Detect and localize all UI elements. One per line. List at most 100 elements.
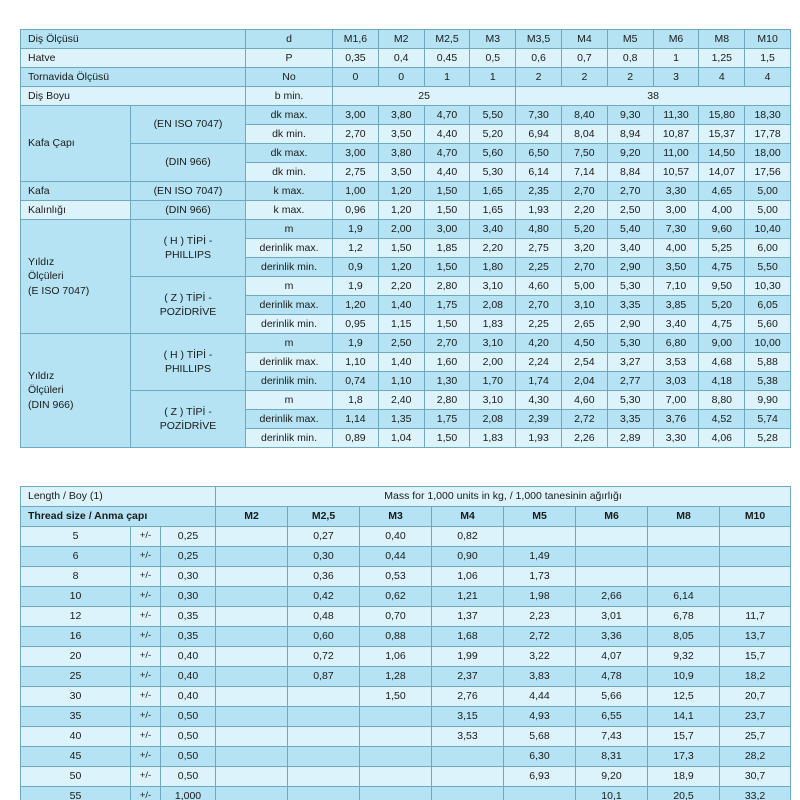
mass-value-cell: 11,7 xyxy=(718,606,792,627)
length-cell: 45 xyxy=(20,746,131,767)
value-cell: 4 xyxy=(744,67,791,87)
value-cell: 2,08 xyxy=(469,409,517,429)
plusminus-cell: +/- xyxy=(130,666,161,687)
value-cell: 5,30 xyxy=(606,333,654,353)
mass-value-cell: 14,1 xyxy=(647,706,720,727)
length-cell: 20 xyxy=(20,646,131,667)
mass-value-cell: 0,60 xyxy=(287,626,360,647)
value-cell: 10,00 xyxy=(744,333,791,353)
mass-value-cell xyxy=(359,706,432,727)
value-cell: 1,50 xyxy=(423,200,471,220)
value-cell: 6,00 xyxy=(744,238,791,258)
value-cell: 10,40 xyxy=(744,219,791,239)
plusminus-cell: +/- xyxy=(130,606,161,627)
mass-value-cell: 15,7 xyxy=(647,726,720,747)
value-cell: 3,00 xyxy=(332,105,379,125)
value-cell: 1,25 xyxy=(698,48,746,68)
plusminus-cell: +/- xyxy=(130,526,161,547)
value-cell: 1,70 xyxy=(469,371,517,391)
value-cell: 3,10 xyxy=(469,333,517,353)
tolerance-cell: 0,35 xyxy=(160,626,216,647)
value-cell: 5,20 xyxy=(561,219,608,239)
mass-value-cell: 0,87 xyxy=(287,666,360,687)
screw-dimensions-table-wrapper: Diş Ölçüsü d M1,6 M2 M2,5 M3 M3,5 M4 M5 M6 M8 M10 Ha… xyxy=(19,29,791,448)
value-cell: 11,00 xyxy=(652,143,700,163)
mass-value-cell: 3,15 xyxy=(431,706,504,727)
value-cell: 5,74 xyxy=(744,409,791,429)
plusminus-cell: +/- xyxy=(130,646,161,667)
value-cell: 4,60 xyxy=(515,276,562,296)
mass-value-cell: 1,28 xyxy=(359,666,432,687)
table-row: derinlik min. 0,9 1,20 1,50 1,80 2,25 2,70 2,90… xyxy=(21,257,791,277)
value-cell: M5 xyxy=(606,29,654,49)
length-cell: 10 xyxy=(20,586,131,607)
mass-value-cell: 7,43 xyxy=(575,726,648,747)
mass-value-cell xyxy=(718,526,792,547)
value-cell: 4,50 xyxy=(561,333,608,353)
group-label-line: PHILLIPS xyxy=(164,363,212,375)
row-symbol: derinlik max. xyxy=(245,352,334,372)
length-cell: 30 xyxy=(20,686,131,707)
value-cell: 3,10 xyxy=(469,276,517,296)
mass-value-cell: 1,73 xyxy=(503,566,576,587)
value-cell: 9,00 xyxy=(698,333,746,353)
value-cell: 9,60 xyxy=(698,219,746,239)
row-symbol: m xyxy=(245,333,334,353)
value-cell: 7,50 xyxy=(561,143,608,163)
value-cell: M8 xyxy=(698,29,746,49)
mass-value-cell: 6,93 xyxy=(503,766,576,787)
column-header: M10 xyxy=(718,506,792,527)
header-thread-size: Thread size / Anma çapı xyxy=(20,506,216,527)
value-cell: 2,20 xyxy=(561,200,608,220)
table-row: ( Z ) TİPİ - POZİDRİVE m 1,9 2,20 2,80 3,10 4,6… xyxy=(21,276,791,334)
value-cell: 1,2 xyxy=(332,238,379,258)
value-cell: 5,60 xyxy=(469,143,517,163)
value-cell: 0 xyxy=(332,67,379,87)
value-cell: 14,07 xyxy=(698,162,746,182)
column-header: M4 xyxy=(431,506,504,527)
mass-value-cell: 0,88 xyxy=(359,626,432,647)
value-cell: 5,20 xyxy=(469,124,517,144)
value-cell: 1,50 xyxy=(423,181,471,201)
mass-value-cell xyxy=(287,746,360,767)
tolerance-cell: 1,000 xyxy=(160,786,216,800)
value-cell: 4,75 xyxy=(698,314,746,334)
mass-table-title-row: Length / Boy (1) Mass for 1,000 units in … xyxy=(20,486,792,507)
value-cell: 3,85 xyxy=(652,295,700,315)
row-symbol: No xyxy=(245,67,334,87)
plusminus-cell: +/- xyxy=(130,766,161,787)
value-cell: 1,80 xyxy=(469,257,517,277)
value-cell: 6,14 xyxy=(515,162,562,182)
value-cell: 17,56 xyxy=(744,162,791,182)
value-cell: 2,00 xyxy=(469,352,517,372)
value-cell: 2,70 xyxy=(561,181,608,201)
value-cell: 10,30 xyxy=(744,276,791,296)
group-label-line: POZİDRİVE xyxy=(159,306,217,318)
standard-label: (EN ISO 7047) xyxy=(129,105,247,144)
value-cell: 3,20 xyxy=(561,238,608,258)
value-cell: 2,50 xyxy=(377,333,425,353)
value-cell: 1,40 xyxy=(377,352,425,372)
value-cell: 3,53 xyxy=(652,352,700,372)
value-cell: 3,35 xyxy=(606,409,654,429)
row-symbol: P xyxy=(245,48,334,68)
value-cell: 5,50 xyxy=(469,105,517,125)
mass-value-cell xyxy=(215,686,288,707)
value-cell: 1,93 xyxy=(515,200,562,220)
value-cell: 1,93 xyxy=(515,428,562,448)
column-header: M5 xyxy=(503,506,576,527)
group-label-line: Ölçüleri xyxy=(28,270,64,283)
mass-value-cell: 0,48 xyxy=(287,606,360,627)
mass-value-cell xyxy=(215,546,288,567)
mass-value-cell: 5,68 xyxy=(503,726,576,747)
mass-value-cell: 3,36 xyxy=(575,626,648,647)
value-cell: 1,30 xyxy=(423,371,471,391)
table-row: derinlik max. 1,2 1,50 1,85 2,20 2,75 3,20 3,40… xyxy=(21,238,791,258)
mass-value-cell: 4,93 xyxy=(503,706,576,727)
mass-value-cell: 6,55 xyxy=(575,706,648,727)
value-cell: 3,40 xyxy=(606,238,654,258)
value-cell: 6,94 xyxy=(515,124,562,144)
value-cell: 2,04 xyxy=(561,371,608,391)
value-cell: 0,7 xyxy=(561,48,608,68)
mass-value-cell: 1,06 xyxy=(359,646,432,667)
